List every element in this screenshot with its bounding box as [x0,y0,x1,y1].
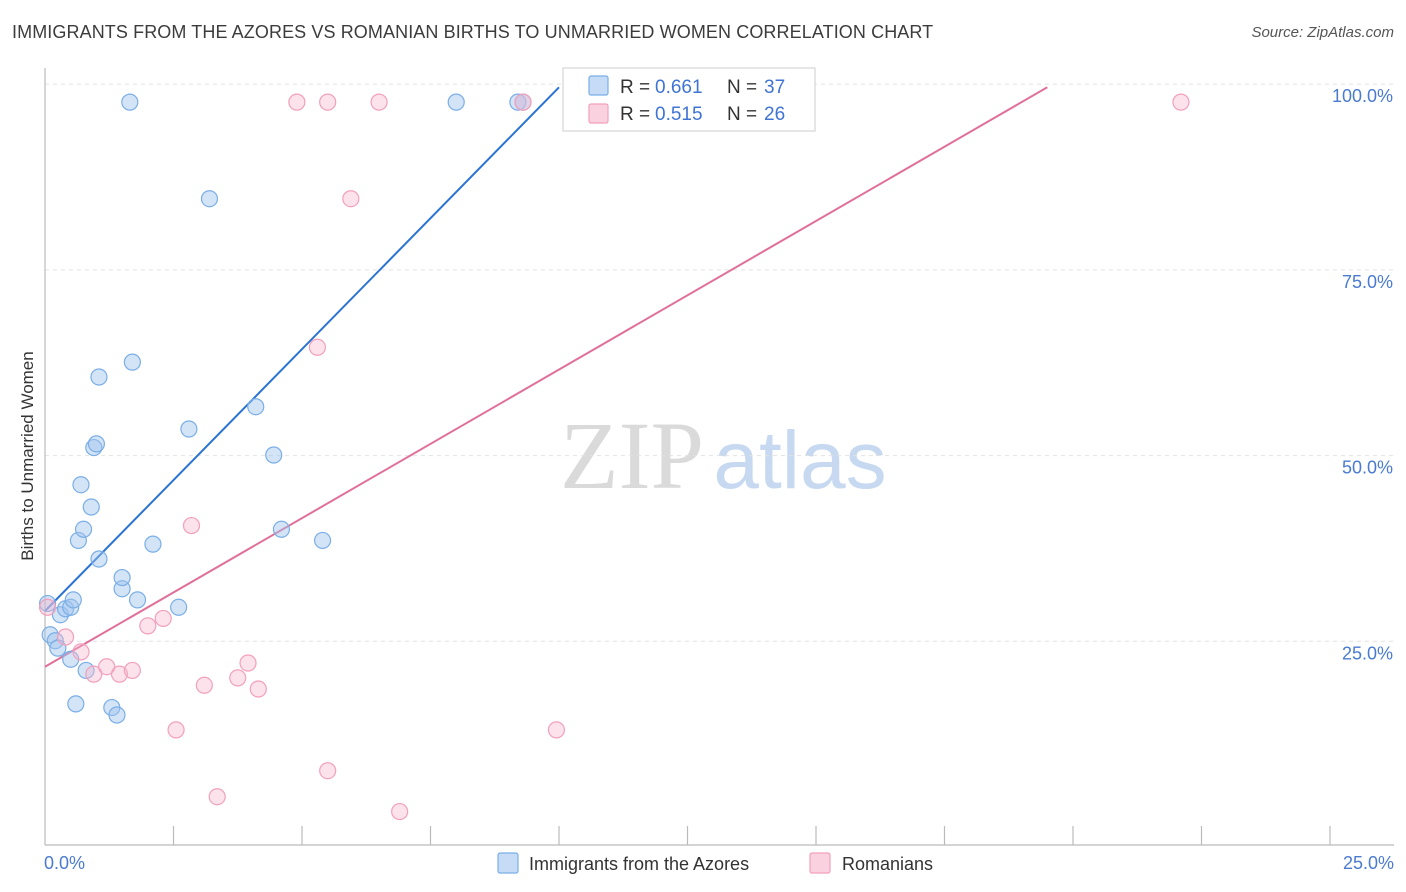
romanians-point [154,609,172,628]
romanians-point [98,658,116,676]
azores-point [123,353,141,371]
azores-point [82,498,100,516]
azores-point [113,568,131,587]
romanians-point [56,628,75,646]
romanians-point [123,661,141,680]
azores-point [180,420,198,438]
trend-line-azores [44,86,560,612]
stats-legend-r-label-2: R = [620,104,655,125]
azores-point [90,550,108,568]
azores-point [108,706,126,724]
series-legend: Immigrants from the Azores Romanians [497,852,933,874]
x-axis-min-label: 0.0% [44,853,85,873]
romanians-point [249,680,267,698]
romanians-point [308,338,327,356]
romanians-point [514,93,532,111]
romanians-point [167,721,185,739]
stats-legend: R = 0.661 N = 37 R = 0.515 N = 26 [562,67,816,132]
watermark-atlas: atlas [713,415,886,506]
romanians-point [370,93,388,111]
stats-legend-n-value-1: 37 [764,77,785,98]
chart-title: IMMIGRANTS FROM THE AZORES VS ROMANIAN B… [12,22,934,42]
azores-point [72,476,90,494]
azores-point [247,398,265,416]
stats-legend-swatch-pink [588,103,609,124]
romanians-point [72,643,90,661]
azores-point [67,695,85,713]
romanians-point [139,617,157,635]
grid-layer [45,83,1394,642]
azores-point [38,594,57,613]
azores-point [121,93,139,111]
azores-point [90,368,108,386]
romanians-point [547,721,566,739]
y-axis-title: Births to Unmarried Women [18,351,37,560]
y-label-layer: 25.0% 50.0% 75.0% 100.0% [1332,86,1393,663]
azores-point [272,520,291,538]
azores-point [64,591,82,609]
romanians-point [229,669,247,687]
y-tick-label-25: 25.0% [1342,643,1393,663]
azores-point [265,446,283,464]
romanians-point [342,190,360,208]
y-tick-label-50: 50.0% [1342,458,1393,478]
stats-legend-n-value-2: 26 [764,104,785,125]
azores-point [447,93,465,111]
stats-legend-r-label-1: R = [620,77,655,98]
romanians-point [85,665,103,683]
stats-legend-swatch-blue [588,75,609,96]
romanians-point [195,676,213,694]
series-legend-label-romanians: Romanians [842,854,933,874]
azores-point [128,591,147,609]
azores-point [87,435,106,453]
x-axis-max-label: 25.0% [1343,853,1394,873]
chart-source: Source: ZipAtlas.com [1251,24,1394,41]
trend-line-romanians [44,86,1048,668]
romanians-point [319,93,337,111]
azores-point [74,520,93,538]
series-legend-label-azores: Immigrants from the Azores [529,854,749,874]
romanians-point [1172,93,1190,111]
azores-point [170,598,188,616]
stats-legend-r-value-1: 0.661 [655,77,703,98]
romanians-point [319,762,337,780]
azores-point [200,190,219,208]
romanians-point [182,516,201,535]
romanians-point [208,788,226,806]
trend-layer [44,86,1048,668]
azores-point [509,93,527,111]
azores-point [69,531,88,550]
stats-legend-n-label-2: N = [727,104,762,125]
stats-legend-n-label-1: N = [727,77,762,98]
romanians-point [391,802,409,821]
azores-point [313,531,332,550]
azores-point [144,535,162,553]
y-tick-label-75: 75.0% [1342,272,1393,292]
romanians-point [288,93,306,111]
stats-legend-r-value-2: 0.515 [655,104,703,125]
series-legend-swatch-azores [497,852,519,874]
romanians-point [239,654,257,672]
romanians-point [110,665,129,683]
y-tick-label-100: 100.0% [1332,86,1393,106]
romanians-point [38,598,57,616]
x-tick-layer [172,826,1331,845]
series-legend-swatch-romanians [809,852,831,874]
points-layer [38,93,1190,821]
